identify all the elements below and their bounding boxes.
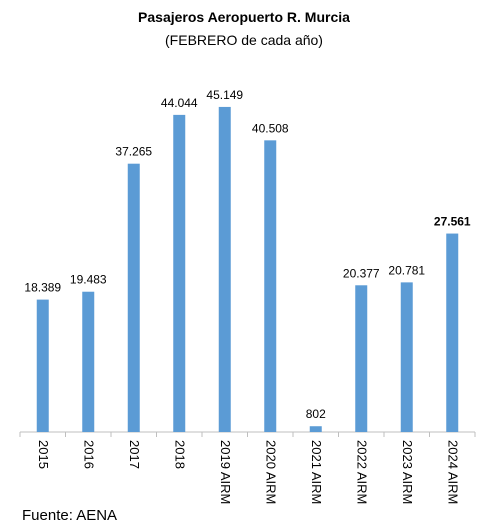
source-note: Fuente: AENA [22,507,117,524]
bar [446,233,459,432]
x-tick-label: 2021 AIRM [309,440,324,504]
value-label: 27.561 [434,215,471,229]
value-label: 40.508 [252,121,289,135]
x-tick-label: 2015 [36,440,51,469]
bar [36,299,49,432]
bar [173,114,186,432]
bar [127,163,140,432]
x-tick-label: 2024 AIRM [445,440,460,504]
value-label: 18.389 [24,281,61,295]
x-tick-label: 2016 [81,440,96,469]
bar [309,426,322,432]
x-tick-label: 2022 AIRM [354,440,369,504]
x-tick-label: 2023 AIRM [400,440,415,504]
x-tick-label: 2019 AIRM [218,440,233,504]
x-tick-label: 2020 AIRM [263,440,278,504]
value-label: 802 [306,407,326,421]
value-label: 45.149 [206,88,243,102]
chart-title: Pasajeros Aeropuerto R. Murcia [138,9,350,25]
value-label: 20.781 [388,263,425,277]
x-tick-label: 2018 [172,440,187,469]
chart-subtitle: (FEBRERO de cada año) [165,32,323,48]
value-label: 37.265 [115,145,152,159]
x-tick-label: 2017 [127,440,142,469]
value-label: 19.483 [70,273,107,287]
bar [355,285,368,432]
value-label: 20.377 [343,266,380,280]
bar [400,282,413,432]
bar [264,140,277,432]
value-label: 44.044 [161,96,198,110]
bar [82,291,95,432]
bar [218,106,231,433]
